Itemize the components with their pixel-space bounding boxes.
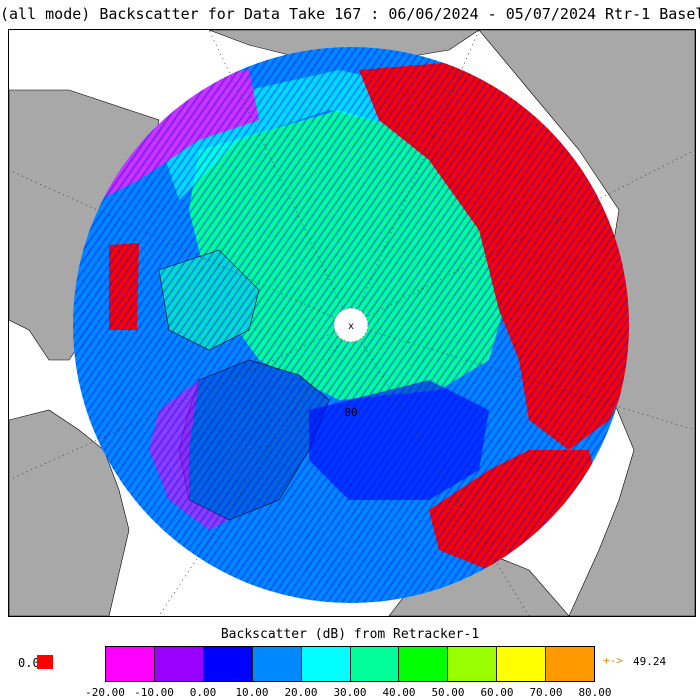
backscatter-disk (73, 47, 629, 603)
colorbar-swatch-1 (154, 647, 204, 681)
pole-hole (333, 307, 369, 343)
map-title: (all mode) Backscatter for Data Take 167… (0, 5, 700, 23)
under-range-swatch (37, 655, 53, 669)
colorbar-title: Backscatter (dB) from Retracker-1 (220, 627, 480, 642)
colorbar-tick-label: 40.00 (382, 686, 416, 699)
latitude-label: 80 (344, 406, 357, 419)
colorbar-swatch-8 (497, 647, 547, 681)
colorbar-swatch-0 (106, 647, 155, 681)
colorbar-swatch-3 (252, 647, 302, 681)
pole-marker: x (348, 321, 354, 332)
land-north-america-south (9, 409, 130, 616)
colorbar-swatch-4 (301, 647, 351, 681)
colorbar-ticks: -20.00 -10.00 0.00 10.00 20.00 30.00 40.00 50.0… (0, 686, 700, 700)
colorbar-tick-label: 30.00 (333, 686, 367, 699)
over-range-value: 49.24 (633, 655, 667, 668)
colorbar-swatch-5 (350, 647, 400, 681)
colorbar-swatch-2 (203, 647, 253, 681)
colorbar-tick-label: 50.00 (431, 686, 465, 699)
colorbar-tick-label: 0.00 (189, 686, 217, 699)
colorbar-swatch-6 (399, 647, 449, 681)
colorbar-swatch-7 (448, 647, 498, 681)
colorbar-tick-label: 80.00 (578, 686, 612, 699)
under-range-label: 0.0 (18, 656, 40, 670)
colorbar-swatch-9 (546, 647, 595, 681)
colorbar-tick-label: 70.00 (529, 686, 563, 699)
colorbar-tick-label: -10.00 (134, 686, 174, 699)
colorbar-tick-label: 60.00 (480, 686, 514, 699)
polar-map: x 80 (8, 29, 696, 617)
colorbar-tick-label: 20.00 (284, 686, 318, 699)
land-asia-east (478, 30, 695, 616)
colorbar-tick-label: 10.00 (235, 686, 269, 699)
graticule (9, 30, 695, 616)
over-range-arrow: +-> (603, 654, 623, 667)
colorbar (105, 646, 595, 682)
colorbar-tick-label: -20.00 (85, 686, 125, 699)
